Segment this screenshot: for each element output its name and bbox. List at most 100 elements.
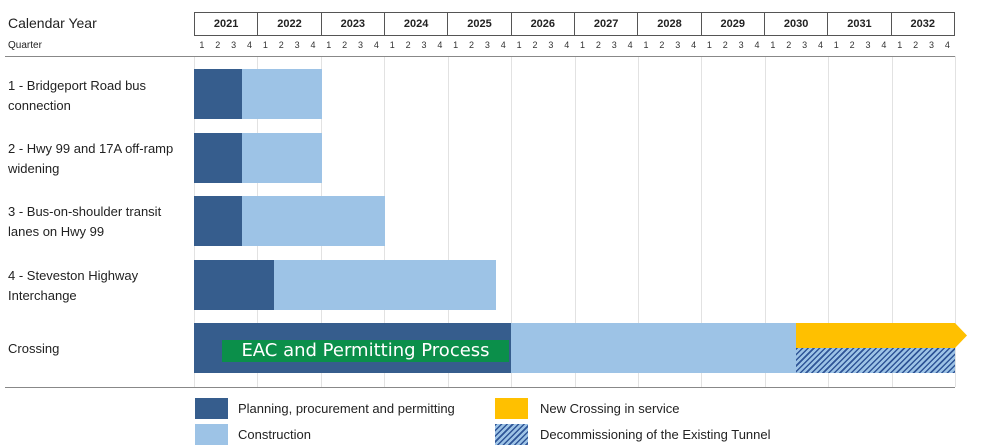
- row-label-offramp: 2 - Hwy 99 and 17A off-ramp widening: [8, 139, 188, 179]
- quarter-cell: 2: [215, 40, 221, 50]
- bus-shoulder-construction-bar: [242, 196, 385, 246]
- row-label-line: connection: [8, 98, 71, 113]
- legend-planning-swatch: [195, 398, 228, 419]
- legend-service-swatch: [495, 398, 528, 419]
- offramp-construction-bar: [242, 133, 322, 183]
- legend-construction-swatch: [195, 424, 228, 445]
- quarter-cell: 2: [532, 40, 538, 50]
- grid-line: [955, 56, 956, 387]
- year-cell: 2028: [637, 12, 701, 36]
- row-label-bus-on-shoulder: 3 - Bus-on-shoulder transit lanes on Hwy…: [8, 202, 188, 242]
- quarter-cell: 4: [817, 40, 823, 50]
- row-label-line: widening: [8, 161, 60, 176]
- quarter-cell: 4: [754, 40, 760, 50]
- quarter-cell: 4: [564, 40, 570, 50]
- legend-divider: [5, 387, 955, 388]
- grid-line: [447, 56, 449, 387]
- quarter-cell: 4: [500, 40, 506, 50]
- quarter-cell: 3: [231, 40, 237, 50]
- quarter-cell: 3: [548, 40, 554, 50]
- crossing-service-arrow: [796, 323, 967, 348]
- quarter-cell: 2: [913, 40, 919, 50]
- row-label-line: Crossing: [8, 341, 60, 356]
- eac-permitting-annotation: EAC and Permitting Process: [222, 340, 509, 362]
- quarter-label: Quarter: [8, 40, 42, 51]
- steveston-construction-bar: [274, 260, 496, 310]
- quarter-cell: 2: [786, 40, 792, 50]
- quarter-cell: 2: [278, 40, 284, 50]
- quarter-cell: 4: [627, 40, 633, 50]
- quarter-cell: 1: [770, 40, 776, 50]
- quarter-cell: 1: [199, 40, 205, 50]
- year-cell: 2029: [700, 12, 764, 36]
- year-cell: 2030: [763, 12, 828, 36]
- crossing-construction-bar: [511, 323, 796, 373]
- row-label-line: Interchange: [8, 288, 77, 303]
- quarter-cell: 1: [833, 40, 839, 50]
- quarter-cell: 3: [611, 40, 617, 50]
- grid-line: [828, 56, 830, 387]
- legend-construction-label: Construction: [238, 427, 311, 442]
- quarter-cell: 2: [595, 40, 601, 50]
- quarter-cell: 2: [849, 40, 855, 50]
- year-cell: 2032: [890, 12, 955, 36]
- quarter-cell: 1: [326, 40, 332, 50]
- quarter-cell: 4: [310, 40, 316, 50]
- quarter-cell: 4: [944, 40, 950, 50]
- quarter-cell: 3: [294, 40, 300, 50]
- quarter-cell: 1: [897, 40, 903, 50]
- year-cell: 2021: [194, 12, 258, 36]
- crossing-decommission-bar: [796, 348, 955, 373]
- year-header-row: 2021 2022 2023 2024 2025 2026 2027 2028 2029 2030…: [194, 12, 955, 36]
- quarter-cell: 4: [373, 40, 379, 50]
- quarter-cell: 1: [643, 40, 649, 50]
- legend-decommission-label: Decommissioning of the Existing Tunnel: [540, 427, 771, 442]
- quarter-cell: 3: [421, 40, 427, 50]
- quarter-cell: 4: [691, 40, 697, 50]
- legend-service-label: New Crossing in service: [540, 401, 680, 416]
- offramp-planning-bar: [194, 133, 242, 183]
- year-cell: 2027: [573, 12, 638, 36]
- quarter-cell: 4: [881, 40, 887, 50]
- bus-shoulder-planning-bar: [194, 196, 242, 246]
- row-label-line: 4 - Steveston Highway: [8, 268, 139, 283]
- row-label-crossing: Crossing: [8, 339, 188, 359]
- quarter-cell: 1: [706, 40, 712, 50]
- quarter-cell: 2: [342, 40, 348, 50]
- quarter-cell: 2: [405, 40, 411, 50]
- quarter-cell: 3: [358, 40, 364, 50]
- quarter-cell: 4: [437, 40, 443, 50]
- bridgeport-construction-bar: [242, 69, 322, 119]
- grid-line: [701, 56, 703, 387]
- legend-planning-label: Planning, procurement and permitting: [238, 401, 455, 416]
- quarter-cell: 2: [659, 40, 665, 50]
- quarter-cell: 2: [469, 40, 475, 50]
- quarter-cell: 3: [928, 40, 934, 50]
- quarter-cell: 3: [675, 40, 681, 50]
- year-cell: 2026: [510, 12, 574, 36]
- row-label-bridgeport: 1 - Bridgeport Road bus connection: [8, 76, 188, 116]
- year-cell: 2022: [257, 12, 321, 36]
- quarter-cell: 1: [580, 40, 586, 50]
- grid-line: [574, 56, 576, 387]
- header-divider: [5, 56, 955, 57]
- quarter-cell: 1: [453, 40, 459, 50]
- quarter-cell: 4: [247, 40, 253, 50]
- quarter-cell: 3: [865, 40, 871, 50]
- row-label-steveston: 4 - Steveston Highway Interchange: [8, 266, 188, 306]
- grid-line: [891, 56, 893, 387]
- quarter-cell: 1: [262, 40, 268, 50]
- bridgeport-planning-bar: [194, 69, 242, 119]
- year-cell: 2024: [383, 12, 448, 36]
- steveston-planning-bar: [194, 260, 274, 310]
- grid-line: [764, 56, 766, 387]
- quarter-cell: 3: [484, 40, 490, 50]
- row-label-line: 3 - Bus-on-shoulder transit: [8, 204, 162, 219]
- quarter-cell: 3: [738, 40, 744, 50]
- year-cell: 2025: [447, 12, 511, 36]
- legend-decommission-swatch: [495, 424, 528, 445]
- row-label-line: 1 - Bridgeport Road bus: [8, 78, 147, 93]
- quarter-cell: 1: [516, 40, 522, 50]
- quarter-cell: 2: [722, 40, 728, 50]
